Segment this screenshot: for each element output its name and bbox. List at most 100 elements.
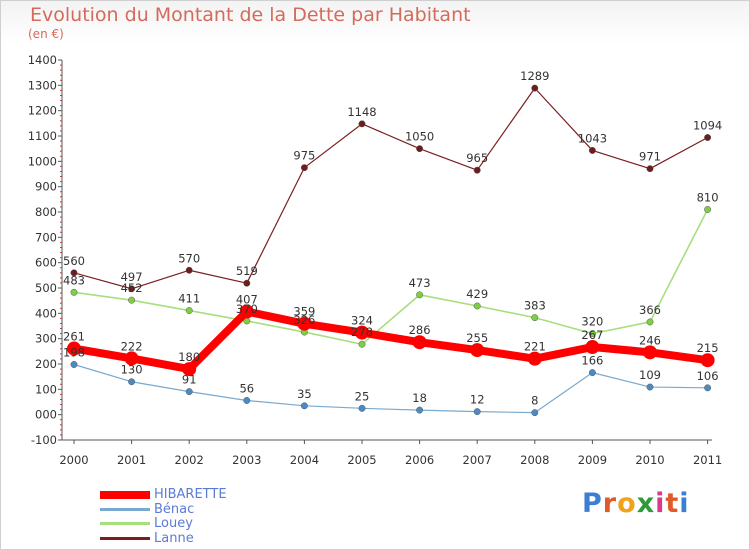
y-tick-label: 1300 xyxy=(28,78,57,92)
data-point-louey xyxy=(128,296,136,304)
x-tick-label: 2011 xyxy=(693,453,722,467)
data-point-bnac xyxy=(128,378,136,386)
data-point-hibarette xyxy=(124,351,139,366)
data-label-hibarette: 222 xyxy=(121,339,143,353)
y-tick-label: 400 xyxy=(35,306,57,320)
data-label-lanne: 965 xyxy=(466,151,488,165)
data-label-bnac: 109 xyxy=(639,368,661,382)
legend-item-hibarette: HIBARETTE xyxy=(100,487,227,502)
data-label-lanne: 497 xyxy=(121,270,143,284)
y-tick-label: 200 xyxy=(35,357,57,371)
data-label-bnac: 8 xyxy=(531,394,538,408)
legend-item-benac: Bénac xyxy=(100,502,194,517)
data-point-bnac xyxy=(243,397,251,404)
y-tick-label: 300 xyxy=(35,332,57,346)
logo-letter: i xyxy=(655,488,666,519)
data-label-hibarette: 267 xyxy=(581,328,603,342)
series-line-lanne xyxy=(73,87,709,290)
data-label-bnac: 12 xyxy=(470,393,485,407)
data-point-lanne xyxy=(128,285,136,293)
data-label-lanne: 1043 xyxy=(578,131,607,145)
data-point-hibarette xyxy=(643,345,657,360)
data-label-lanne: 1289 xyxy=(520,69,549,83)
data-point-hibarette xyxy=(585,340,600,355)
data-point-hibarette xyxy=(239,304,254,319)
data-point-louey xyxy=(588,330,596,338)
legend-item-lanne: Lanne xyxy=(100,531,194,546)
data-point-louey xyxy=(358,340,366,348)
series-line-louey xyxy=(73,208,709,346)
data-label-hibarette: 407 xyxy=(236,293,258,307)
x-tick-label: 2006 xyxy=(405,453,434,467)
legend-swatch-hibarette xyxy=(100,490,150,499)
logo-letter: i xyxy=(679,488,690,519)
x-tick-label: 2002 xyxy=(175,453,204,467)
data-point-louey xyxy=(416,291,424,299)
x-tick-label: 2004 xyxy=(290,453,319,467)
data-label-hibarette: 215 xyxy=(697,341,719,355)
data-point-hibarette xyxy=(700,353,715,368)
data-label-bnac: 56 xyxy=(239,381,254,395)
data-label-lanne: 1094 xyxy=(693,119,722,133)
data-point-hibarette xyxy=(412,335,427,350)
data-point-bnac xyxy=(358,404,366,412)
data-label-louey: 810 xyxy=(697,190,719,204)
y-tick-label: 600 xyxy=(35,256,57,270)
data-point-louey xyxy=(704,206,712,213)
data-point-hibarette xyxy=(67,341,81,356)
data-label-lanne: 971 xyxy=(639,150,661,164)
data-point-hibarette xyxy=(297,316,312,331)
data-label-lanne: 1050 xyxy=(405,130,434,144)
x-tick-label: 2000 xyxy=(59,453,88,467)
data-point-louey xyxy=(185,307,193,314)
chart-subtitle: (en €) xyxy=(28,27,64,41)
data-point-hibarette xyxy=(470,343,485,358)
data-point-hibarette xyxy=(182,362,197,377)
x-tick-label: 2010 xyxy=(635,453,664,467)
data-point-lanne xyxy=(646,165,654,173)
data-label-louey: 326 xyxy=(293,313,315,327)
legend-label-lanne: Lanne xyxy=(154,531,194,546)
data-point-bnac xyxy=(646,383,654,391)
data-label-hibarette: 286 xyxy=(409,323,431,337)
y-tick-label: 900 xyxy=(35,180,57,194)
legend-label-benac: Bénac xyxy=(154,502,195,517)
y-tick-label: 800 xyxy=(35,205,57,219)
data-point-hibarette xyxy=(355,325,369,340)
data-point-lanne xyxy=(531,84,539,92)
data-label-louey: 383 xyxy=(524,299,546,313)
data-label-lanne: 519 xyxy=(236,264,258,278)
data-label-lanne: 975 xyxy=(293,149,315,163)
x-tick-label: 2009 xyxy=(578,453,607,467)
legend-label-hibarette: HIBARETTE xyxy=(154,487,227,502)
legend-label-louey: Louey xyxy=(154,516,193,531)
x-tick-label: 2007 xyxy=(463,453,492,467)
data-label-louey: 320 xyxy=(581,315,603,329)
data-point-hibarette xyxy=(527,351,542,366)
data-label-hibarette: 359 xyxy=(293,305,315,319)
data-label-bnac: 198 xyxy=(63,346,85,360)
data-point-lanne xyxy=(416,145,424,153)
data-label-bnac: 91 xyxy=(182,373,197,387)
data-point-lanne xyxy=(300,164,308,172)
y-tick-label: 100 xyxy=(35,382,57,396)
data-label-louey: 278 xyxy=(351,325,373,339)
x-tick-label: 2005 xyxy=(347,453,376,467)
data-label-lanne: 560 xyxy=(63,254,85,268)
data-point-lanne xyxy=(243,279,251,287)
data-label-hibarette: 255 xyxy=(466,331,488,345)
data-point-bnac xyxy=(70,361,78,368)
data-point-lanne xyxy=(70,269,78,277)
data-label-bnac: 106 xyxy=(697,369,719,383)
logo-letter: x xyxy=(636,488,656,519)
data-label-louey: 370 xyxy=(236,302,258,316)
logo-letter: t xyxy=(665,488,680,519)
data-label-bnac: 25 xyxy=(355,389,370,403)
legend-swatch-louey xyxy=(100,522,150,525)
x-tick-label: 2001 xyxy=(117,453,146,467)
data-label-hibarette: 246 xyxy=(639,333,661,347)
data-point-bnac xyxy=(531,409,539,417)
y-tick-label: 1200 xyxy=(28,104,57,118)
